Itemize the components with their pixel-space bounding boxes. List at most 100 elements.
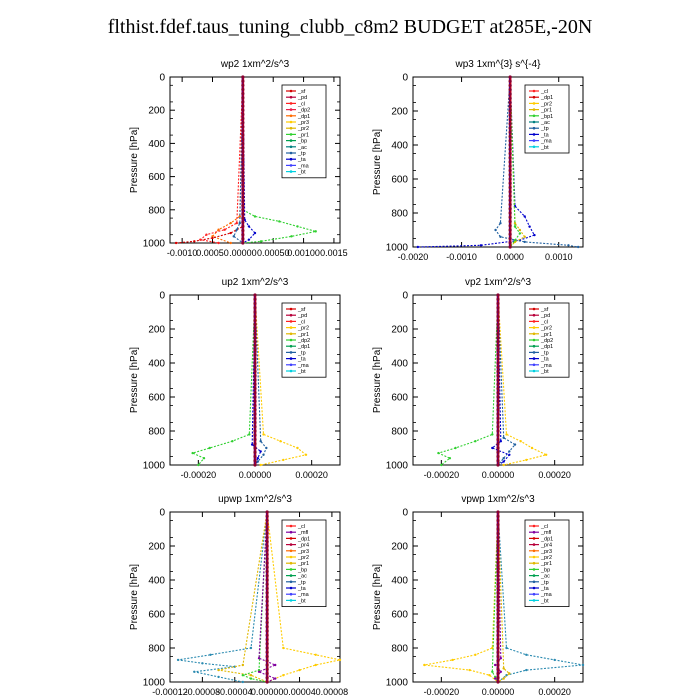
legend-marker <box>289 543 293 546</box>
y-tick-label: 0 <box>159 291 165 302</box>
zero-profile-point <box>496 557 500 561</box>
y-tick-label: 800 <box>148 644 165 655</box>
legend-marker <box>289 164 293 167</box>
legend-label: _pr2 <box>297 555 309 561</box>
zero-profile-point <box>253 442 257 446</box>
plot-frame <box>169 511 341 683</box>
legend-label: _ac <box>540 120 550 126</box>
zero-profile-point <box>508 96 512 100</box>
y-tick-label: 400 <box>391 359 408 370</box>
zero-profile-point <box>496 608 500 612</box>
legend-label: _pr1 <box>540 561 552 567</box>
legend-label: _dp1 <box>540 344 553 350</box>
zero-profile-point <box>241 241 245 245</box>
zero-profile-point <box>508 198 512 202</box>
zero-profile-point <box>496 437 500 442</box>
zero-profile-point <box>496 403 500 408</box>
legend-label: _bp1 <box>540 114 553 120</box>
zero-profile-point <box>508 194 512 198</box>
zero-profile-point <box>496 463 500 467</box>
legend: _cl_mfl_dp1_pr4_pr3_pr2_pr1_bp_ac_tp_ta_… <box>281 519 327 607</box>
zero-profile-point <box>508 105 512 109</box>
zero-profile-point <box>508 79 512 83</box>
zero-profile-point <box>508 190 512 194</box>
zero-profile-point <box>496 646 500 650</box>
y-tick-label: 400 <box>148 576 165 587</box>
zero-profile-point <box>253 416 257 420</box>
zero-profile-point <box>253 318 257 323</box>
legend-box <box>281 84 327 179</box>
y-tick-label: 200 <box>391 325 408 336</box>
legend-marker <box>532 344 536 348</box>
plot-frame <box>412 76 584 248</box>
zero-profile-point <box>253 420 257 425</box>
zero-profile-point <box>496 667 500 671</box>
zero-profile-point <box>253 395 257 399</box>
zero-profile-point <box>496 420 500 425</box>
series-point <box>499 670 503 673</box>
zero-profile-point <box>508 177 512 181</box>
zero-profile-point <box>496 454 500 459</box>
zero-profile-point <box>241 208 245 212</box>
zero-profile-point <box>265 510 269 514</box>
zero-profile-point <box>265 574 269 578</box>
x-tick-label: 0.0010 <box>545 252 573 262</box>
zero-profile-point <box>265 608 269 612</box>
zero-profile-point <box>496 612 500 616</box>
legend-marker <box>289 537 293 540</box>
series-point <box>229 221 232 225</box>
zero-profile-point <box>241 100 245 104</box>
legend-marker <box>532 574 536 577</box>
zero-profile-point <box>253 361 257 365</box>
legend-label: _cl <box>297 101 305 107</box>
zero-profile-point <box>241 87 245 92</box>
zero-profile-point <box>496 620 500 625</box>
zero-profile-point <box>496 340 500 344</box>
legend-marker <box>532 320 536 323</box>
legend-label: _pr2 <box>297 126 309 132</box>
zero-profile-point <box>253 301 257 306</box>
series-point <box>298 668 301 672</box>
series-point <box>338 658 342 662</box>
zero-profile-point <box>253 433 257 437</box>
zero-profile-point <box>508 113 512 117</box>
x-tick-label: 0.00000 <box>239 470 272 480</box>
x-tick-label: -0.00020 <box>424 470 460 480</box>
zero-profile-point <box>265 518 269 523</box>
legend-label: _dp1 <box>297 536 310 542</box>
y-tick-label: 200 <box>148 542 165 553</box>
zero-profile-point <box>253 352 257 357</box>
zero-profile-point <box>496 348 500 352</box>
series-point <box>491 670 494 673</box>
y-tick-label: 800 <box>148 205 165 216</box>
legend-label: _bp <box>540 567 550 573</box>
series-point <box>502 457 505 460</box>
zero-profile-point <box>496 642 500 646</box>
zero-profile-point <box>265 637 269 642</box>
zero-profile-point <box>496 446 500 450</box>
zero-profile-point <box>496 459 500 463</box>
zero-profile-point <box>241 112 245 116</box>
zero-profile-point <box>508 100 512 105</box>
zero-profile-point <box>496 331 500 335</box>
series-point <box>513 239 517 242</box>
legend-label: _cl <box>540 524 548 530</box>
zero-profile-point <box>241 170 245 175</box>
x-tick-label: -0.00008 <box>185 687 221 697</box>
legend-label: _ma <box>297 363 310 369</box>
legend-label: _ma <box>540 363 553 369</box>
zero-profile-point <box>508 117 512 122</box>
x-tick-label: 0.00050 <box>257 248 290 258</box>
legend-marker <box>289 351 293 354</box>
zero-profile-point <box>265 629 269 633</box>
zero-profile-point <box>508 232 512 236</box>
series-point <box>491 446 494 450</box>
series-point <box>544 453 548 456</box>
zero-profile-point <box>508 202 512 207</box>
legend-label: _bt <box>297 598 306 604</box>
legend-marker <box>289 574 293 577</box>
legend-marker <box>532 338 536 342</box>
zero-profile-point <box>241 129 245 133</box>
series-point <box>231 440 234 443</box>
legend-marker <box>289 133 293 136</box>
